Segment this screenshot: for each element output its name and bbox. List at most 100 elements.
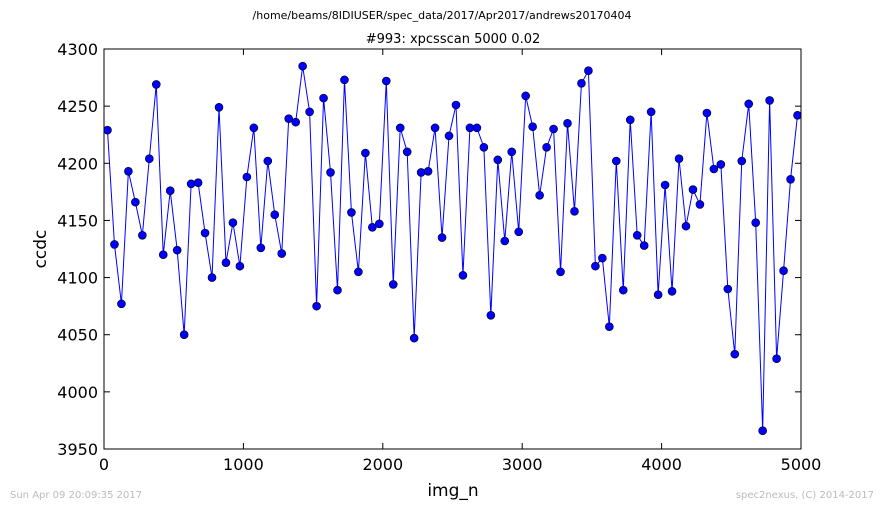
data-point (326, 168, 335, 177)
y-tick-label: 4300 (57, 40, 98, 59)
data-point (368, 222, 377, 232)
data-point (618, 285, 628, 295)
data-point (765, 96, 774, 105)
data-point (681, 221, 691, 231)
x-tick-label: 2000 (362, 455, 403, 474)
data-point (193, 178, 203, 188)
data-point (117, 299, 126, 309)
x-tick-label: 3000 (502, 455, 543, 474)
data-point (298, 61, 307, 71)
data-point (611, 156, 621, 166)
data-point (786, 174, 795, 184)
data-point (110, 240, 119, 249)
data-point (381, 76, 391, 86)
data-point (591, 261, 600, 271)
data-point (402, 147, 412, 157)
x-tick-label: 0 (99, 455, 109, 474)
data-point (416, 168, 426, 177)
data-point (521, 91, 530, 101)
data-point (361, 148, 370, 158)
x-tick-label: 1000 (223, 455, 264, 474)
data-point (214, 102, 224, 112)
data-point (249, 123, 259, 133)
data-point (200, 228, 210, 238)
data-point (493, 155, 503, 165)
y-tick-label: 3950 (57, 440, 98, 459)
footer-credit: spec2nexus, (C) 2014-2017 (736, 490, 874, 501)
data-point (158, 250, 168, 260)
series-0 (104, 61, 801, 436)
data-point (584, 66, 593, 76)
data-point (486, 310, 496, 320)
data-point (507, 147, 517, 157)
data-point (430, 123, 440, 133)
data-point (409, 333, 419, 343)
axes-layer: 0 1000 2000 3000 4000 5000 3950 4000 4050 4100 415… (57, 40, 821, 474)
data-point (151, 80, 161, 89)
data-point (305, 107, 314, 117)
data-point (709, 164, 719, 174)
data-point (395, 123, 405, 133)
data-point (500, 236, 510, 246)
data-point (479, 142, 489, 152)
data-point (333, 285, 342, 295)
data-point (277, 249, 287, 258)
data-point (104, 125, 112, 135)
plot-frame (103, 48, 802, 450)
data-point (242, 172, 252, 182)
data-point (549, 124, 558, 134)
data-point (563, 118, 572, 128)
data-point (625, 115, 635, 125)
y-axis-label: ccdc (31, 230, 51, 269)
data-point (270, 210, 280, 220)
data-point (744, 99, 754, 109)
data-point (758, 426, 767, 436)
data-point (347, 208, 356, 217)
data-point (458, 270, 468, 280)
y-tick-label: 4000 (57, 383, 98, 402)
x-tick-label: 4000 (641, 455, 682, 474)
data-point (660, 180, 670, 190)
data-point (451, 100, 461, 110)
data-point (312, 301, 321, 311)
data-point (514, 227, 524, 237)
data-point (751, 218, 761, 228)
y-tick-label: 4200 (57, 154, 98, 173)
data-point (779, 266, 788, 276)
data-point (172, 245, 182, 255)
data-point (284, 114, 294, 124)
data-point (605, 322, 614, 332)
data-point (437, 233, 447, 242)
y-tick-label: 4250 (57, 97, 98, 116)
data-point (674, 154, 684, 164)
data-point (145, 154, 154, 164)
data-point (639, 241, 649, 250)
data-point (667, 286, 677, 296)
data-point (542, 142, 551, 152)
data-point (375, 219, 384, 229)
data-point (340, 75, 349, 85)
data-point (472, 123, 482, 133)
data-point (138, 230, 147, 240)
x-axis-label: img_n (427, 481, 478, 501)
data-point (207, 273, 217, 282)
data-point (646, 107, 656, 117)
data-point (632, 230, 642, 240)
data-point (235, 261, 245, 271)
data-point (702, 108, 712, 118)
data-point (723, 284, 733, 294)
data-point (793, 110, 801, 120)
data-point (179, 330, 189, 340)
series-layer (104, 61, 801, 436)
data-point (388, 280, 398, 289)
footer-timestamp: Sun Apr 09 20:09:35 2017 (10, 490, 142, 501)
series-line (106, 66, 799, 431)
data-point (528, 122, 537, 132)
data-file-path: /home/beams/8IDIUSER/spec_data/2017/Apr2… (253, 9, 632, 22)
data-point (256, 243, 266, 253)
data-point (221, 258, 231, 268)
data-point (319, 93, 328, 103)
data-point (598, 253, 607, 263)
data-point (556, 267, 565, 277)
